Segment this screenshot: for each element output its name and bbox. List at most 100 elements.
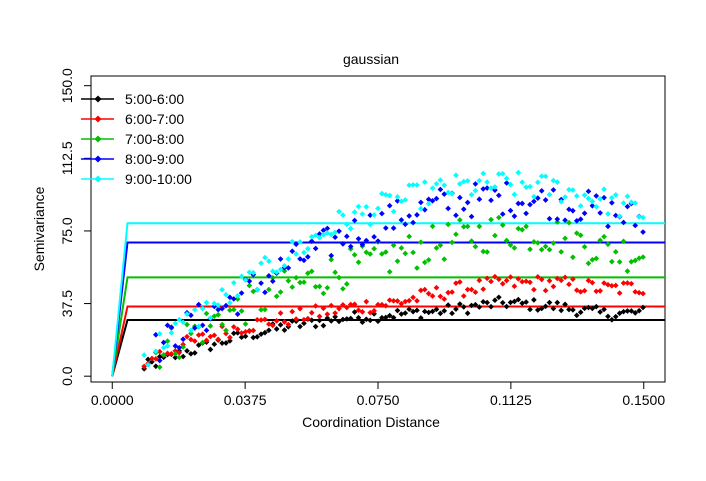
data-point (515, 296, 522, 303)
data-point (581, 210, 588, 217)
data-point (499, 211, 506, 217)
data-point (472, 301, 479, 308)
data-point (223, 327, 229, 334)
data-point (562, 194, 568, 200)
data-point (546, 299, 553, 306)
data-point (191, 350, 198, 356)
data-point (301, 257, 307, 264)
data-point (332, 234, 338, 241)
legend-label: 7:00-8:00 (125, 131, 184, 147)
data-point (328, 256, 335, 263)
data-point (238, 273, 245, 280)
data-point (269, 268, 276, 275)
data-point (328, 252, 335, 259)
data-point (382, 225, 389, 231)
data-point (371, 212, 377, 218)
data-point (219, 321, 225, 328)
data-point (328, 302, 335, 309)
data-point (273, 293, 280, 300)
x-axis-label: Coordination Distance (302, 414, 440, 430)
legend-marker (94, 135, 102, 143)
data-point (429, 185, 436, 191)
data-point (332, 229, 338, 236)
legend: 5:00-6:00 6:00-7:00 7:00-8:00 8:00-9:00 9:00… (81, 91, 192, 187)
data-point (305, 254, 311, 260)
data-point (347, 225, 354, 232)
data-point (581, 243, 588, 250)
data-point (550, 283, 557, 290)
data-point (546, 246, 553, 253)
data-point (550, 305, 557, 312)
data-point (605, 313, 611, 320)
data-point (180, 344, 186, 350)
data-point (308, 268, 315, 275)
data-point (230, 330, 237, 337)
data-point (386, 312, 393, 319)
data-point (460, 223, 467, 230)
data-point (433, 195, 440, 202)
data-point (336, 208, 342, 215)
data-point (301, 320, 307, 327)
data-point (234, 293, 241, 299)
data-point (367, 212, 374, 219)
data-point (277, 289, 284, 295)
data-point (453, 306, 459, 312)
data-point (503, 237, 510, 244)
data-point (343, 233, 350, 240)
data-point (402, 310, 409, 316)
data-point (609, 258, 615, 265)
data-point (367, 317, 374, 324)
data-point (640, 290, 646, 297)
data-point (488, 303, 494, 310)
data-point (153, 348, 159, 355)
data-point (234, 311, 241, 317)
data-point (406, 306, 413, 313)
data-point (242, 321, 249, 327)
data-point (457, 279, 463, 285)
data-point (351, 252, 358, 258)
legend-label: 9:00-10:00 (125, 171, 192, 187)
semivariance-points (141, 169, 646, 372)
legend-label: 5:00-6:00 (125, 91, 184, 107)
data-point (340, 316, 346, 323)
data-point (305, 270, 311, 277)
data-point (219, 305, 225, 312)
data-point (153, 331, 159, 338)
data-point (254, 286, 261, 293)
data-point (258, 260, 264, 267)
data-point (312, 245, 319, 252)
data-point (402, 197, 409, 203)
data-point (570, 187, 576, 193)
data-point (449, 310, 455, 317)
data-point (593, 255, 600, 262)
data-point (406, 213, 413, 219)
data-point (238, 290, 245, 296)
data-point (266, 273, 272, 279)
data-point (398, 217, 405, 223)
data-point (402, 221, 409, 228)
data-point (441, 182, 448, 189)
data-point (437, 242, 444, 249)
data-point (492, 184, 498, 190)
data-point (449, 289, 455, 295)
data-point (605, 223, 611, 230)
data-point (573, 193, 580, 199)
data-point (480, 248, 487, 255)
data-point (289, 318, 296, 324)
data-point (336, 318, 342, 325)
data-point (215, 306, 222, 313)
data-point (188, 327, 194, 334)
data-point (375, 301, 381, 308)
data-point (476, 223, 483, 230)
data-point (215, 302, 222, 308)
data-point (223, 330, 229, 337)
data-point (460, 206, 467, 213)
data-point (421, 259, 428, 266)
data-point (632, 222, 639, 229)
data-point (273, 318, 280, 324)
data-point (199, 339, 206, 346)
data-point (558, 307, 565, 314)
data-point (207, 315, 214, 321)
data-point (375, 205, 381, 212)
data-point (538, 305, 545, 312)
